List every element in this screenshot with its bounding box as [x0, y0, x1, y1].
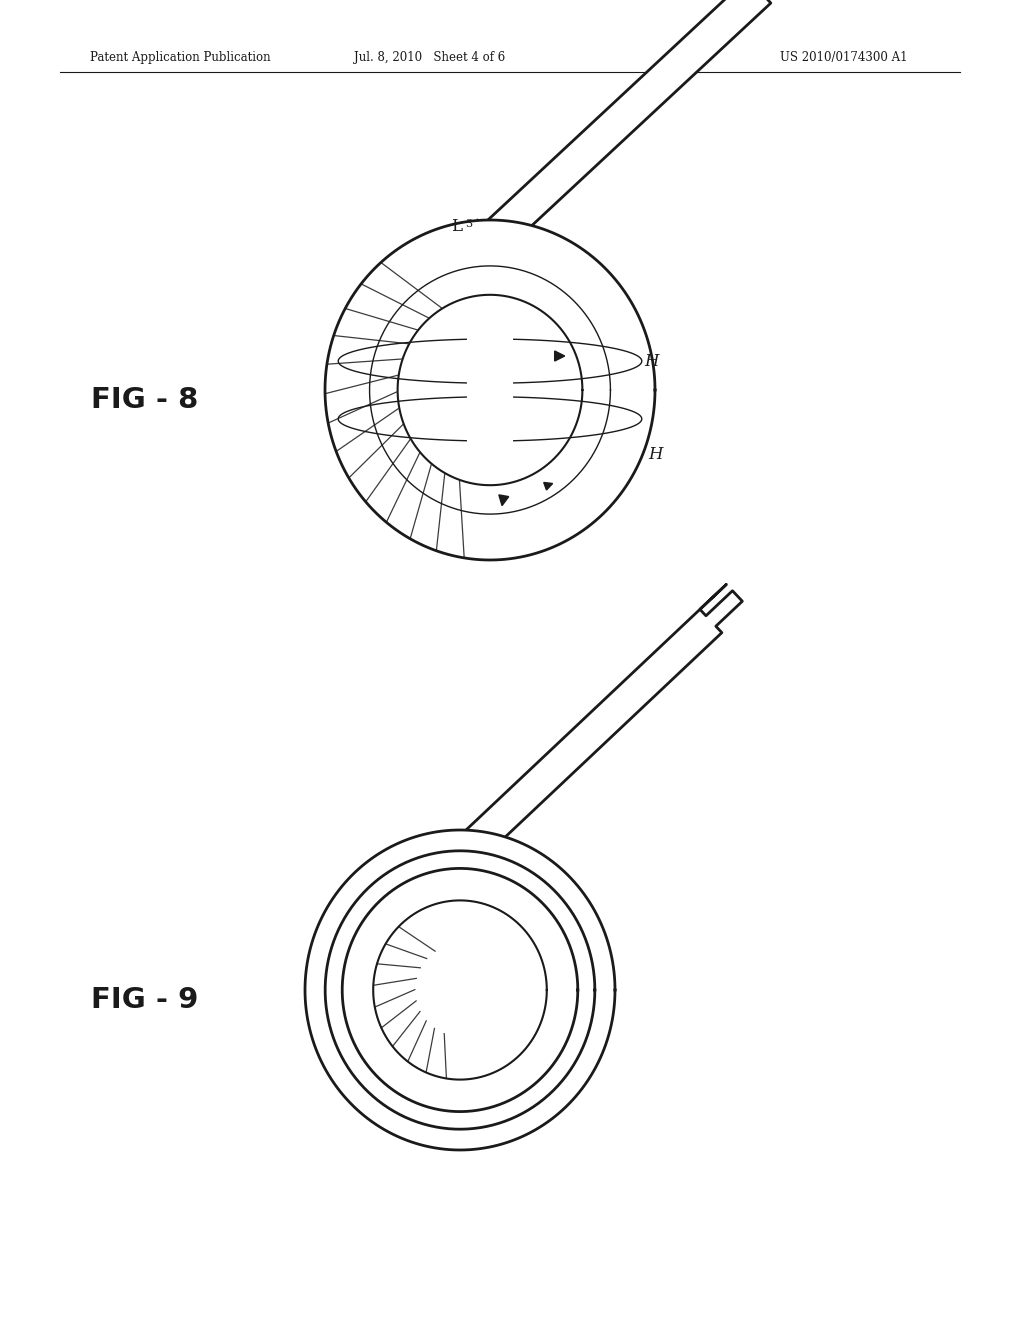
Text: FIG - 9: FIG - 9 — [91, 986, 199, 1014]
Polygon shape — [462, 585, 742, 858]
Polygon shape — [342, 869, 578, 1111]
Polygon shape — [544, 483, 553, 490]
Polygon shape — [397, 294, 583, 486]
Polygon shape — [555, 351, 564, 360]
Polygon shape — [305, 830, 615, 1150]
Text: Patent Application Publication: Patent Application Publication — [90, 51, 270, 65]
Text: H: H — [648, 446, 663, 463]
Polygon shape — [305, 830, 615, 1150]
Polygon shape — [499, 495, 509, 506]
Polygon shape — [373, 900, 547, 1080]
Polygon shape — [486, 0, 794, 246]
Text: 3: 3 — [466, 219, 473, 228]
Text: US 2010/0174300 A1: US 2010/0174300 A1 — [780, 51, 907, 65]
Text: Jul. 8, 2010   Sheet 4 of 6: Jul. 8, 2010 Sheet 4 of 6 — [354, 51, 506, 65]
Polygon shape — [326, 851, 595, 1129]
Text: FIG - 8: FIG - 8 — [91, 385, 199, 414]
Text: L: L — [451, 218, 462, 235]
Text: H: H — [644, 352, 658, 370]
Polygon shape — [325, 220, 655, 560]
